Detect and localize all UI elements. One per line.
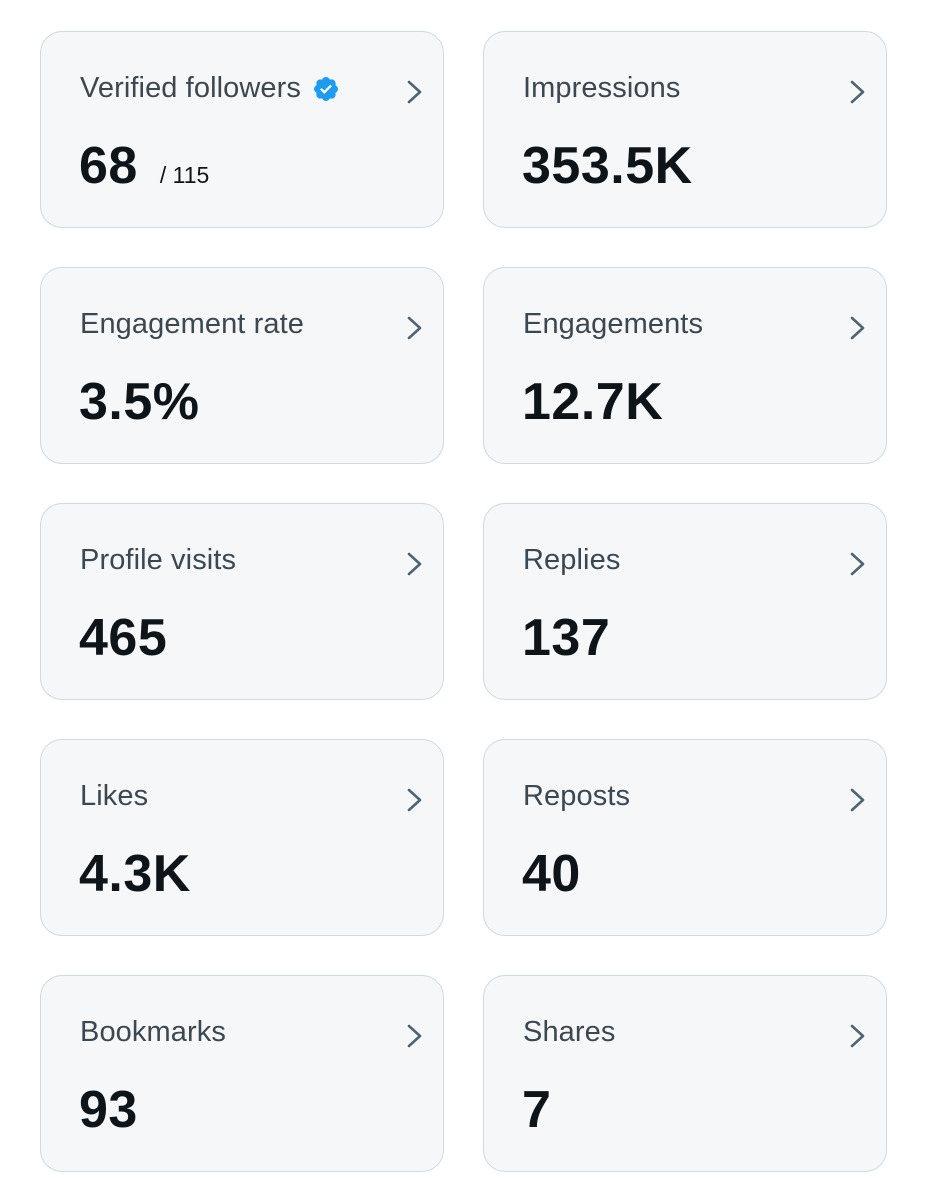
chevron-right-icon bbox=[407, 788, 422, 812]
metric-card-shares[interactable]: Shares 7 bbox=[483, 975, 887, 1172]
metric-value-replies: 137 bbox=[522, 609, 611, 667]
chevron-right-icon bbox=[850, 316, 865, 340]
metric-card-verified-followers[interactable]: Verified followers 68 / 115 bbox=[40, 31, 444, 228]
metric-value-shares: 7 bbox=[522, 1081, 552, 1139]
metric-card-engagements[interactable]: Engagements 12.7K bbox=[483, 267, 887, 464]
metric-card-profile-visits[interactable]: Profile visits 465 bbox=[40, 503, 444, 700]
metric-value-impressions: 353.5K bbox=[522, 137, 693, 195]
metric-label-engagements: Engagements bbox=[523, 308, 704, 340]
metric-total-text: / 115 bbox=[159, 162, 210, 188]
metric-label-shares: Shares bbox=[523, 1016, 616, 1048]
chevron-right-icon bbox=[850, 788, 865, 812]
metric-label-likes: Likes bbox=[80, 780, 149, 812]
metric-value-engagements: 12.7K bbox=[522, 373, 664, 431]
chevron-right-icon bbox=[407, 1024, 422, 1048]
metric-value-verified-followers: 68 / 115 bbox=[79, 136, 209, 196]
chevron-right-icon bbox=[850, 80, 865, 104]
metric-value-bookmarks: 93 bbox=[79, 1081, 138, 1139]
chevron-right-icon bbox=[850, 1024, 865, 1048]
metric-label-engagement-rate: Engagement rate bbox=[80, 308, 304, 340]
chevron-right-icon bbox=[407, 80, 422, 104]
analytics-metrics-grid: Verified followers 68 / 115 Impressions … bbox=[40, 31, 887, 1172]
metric-card-likes[interactable]: Likes 4.3K bbox=[40, 739, 444, 936]
metric-label-bookmarks: Bookmarks bbox=[80, 1016, 226, 1048]
metric-value-profile-visits: 465 bbox=[79, 609, 168, 667]
verified-badge-icon bbox=[312, 75, 340, 103]
metric-card-replies[interactable]: Replies 137 bbox=[483, 503, 887, 700]
metric-value-reposts: 40 bbox=[522, 845, 581, 903]
metric-value-text: 68 bbox=[79, 137, 138, 195]
metric-card-engagement-rate[interactable]: Engagement rate 3.5% bbox=[40, 267, 444, 464]
chevron-right-icon bbox=[850, 552, 865, 576]
metric-card-impressions[interactable]: Impressions 353.5K bbox=[483, 31, 887, 228]
metric-label-replies: Replies bbox=[523, 544, 621, 576]
chevron-right-icon bbox=[407, 316, 422, 340]
metric-label-profile-visits: Profile visits bbox=[80, 544, 237, 576]
metric-label-impressions: Impressions bbox=[523, 72, 681, 104]
chevron-right-icon bbox=[407, 552, 422, 576]
metric-label-verified-followers: Verified followers bbox=[80, 72, 340, 105]
metric-card-reposts[interactable]: Reposts 40 bbox=[483, 739, 887, 936]
metric-label-text: Verified followers bbox=[80, 72, 302, 104]
metric-value-likes: 4.3K bbox=[79, 845, 191, 903]
metric-label-reposts: Reposts bbox=[523, 780, 631, 812]
metric-card-bookmarks[interactable]: Bookmarks 93 bbox=[40, 975, 444, 1172]
metric-value-engagement-rate: 3.5% bbox=[79, 373, 200, 431]
